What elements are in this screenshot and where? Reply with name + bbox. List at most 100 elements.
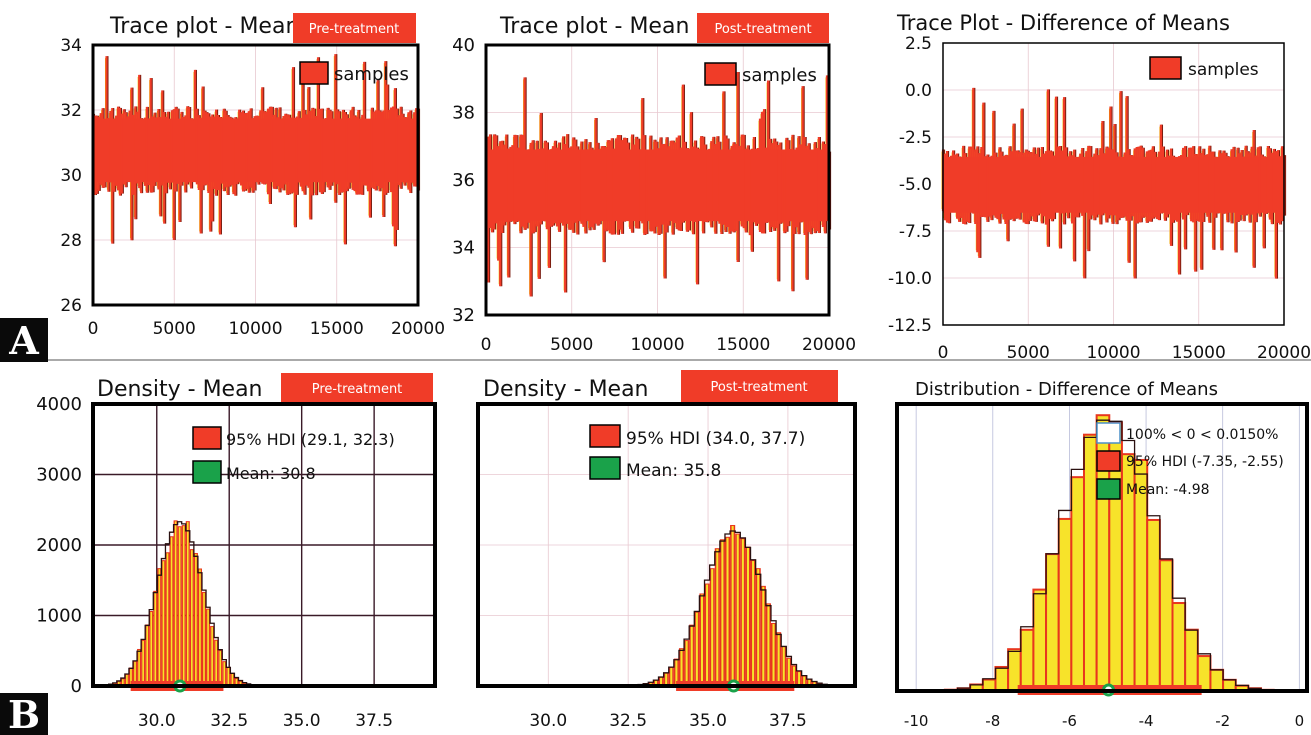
- trace-post-chart: Trace plot - Mean Post-treatment 0 5000 10…: [452, 13, 856, 355]
- density_pre-y-tick: 3000: [36, 465, 82, 486]
- dist_diff-bar: [1171, 602, 1187, 693]
- density-pre-chart: Density - Mean Pre-treatment 30.0 32.5 35.…: [36, 373, 437, 731]
- density_pre-bar-highlight: [231, 673, 234, 685]
- density-pre-legend-mean-swatch: [192, 460, 222, 484]
- trace_pre-y-tick: 30: [60, 166, 82, 186]
- density-post-tag-bg: [681, 370, 838, 402]
- dist-diff-legend-mean: Mean: -4.98: [1126, 482, 1210, 498]
- density_pre-bar-highlight: [142, 640, 144, 685]
- trace_pre-x-tick: 15000: [310, 319, 364, 339]
- dist_diff-bar: [1082, 433, 1098, 692]
- dist_diff-bar: [1184, 628, 1199, 692]
- dist_diff-bar: [1158, 559, 1174, 693]
- density_post-bar-highlight: [741, 539, 744, 685]
- trace_diff-y-tick: -10.0: [888, 269, 932, 289]
- density-post-legend-hdi: 95% HDI (34.0, 37.7): [626, 429, 805, 449]
- density_pre-bar-highlight: [195, 553, 197, 685]
- dist_diff-bar: [1070, 476, 1085, 692]
- trace_diff-y-tick: -2.5: [899, 128, 932, 148]
- trace-post-legend-swatch: [704, 62, 737, 86]
- density_post-bar-highlight: [757, 569, 760, 685]
- density_pre-y-tick: 0: [71, 676, 82, 697]
- density_pre-bar-highlight: [126, 674, 128, 685]
- density_pre-bar-highlight: [170, 537, 173, 685]
- dist-diff-legend-rope: 100% < 0 < 0.0150%: [1126, 427, 1278, 443]
- density_post-bar-highlight: [731, 525, 734, 685]
- dist_diff-x-tick: -6: [1062, 712, 1077, 730]
- trace-post-tag: Post-treatment: [714, 22, 811, 37]
- trace_diff-y-tick: -7.5: [899, 222, 932, 242]
- density_pre-bar-highlight: [191, 550, 193, 685]
- trace_pre-y-tick: 28: [60, 231, 82, 251]
- trace-pre-tag: Pre-treatment: [309, 22, 400, 37]
- density_pre-x-tick: 32.5: [210, 711, 248, 731]
- density_pre-bar-highlight: [146, 625, 149, 685]
- density-post-legend-hdi-swatch: [589, 424, 621, 448]
- panel-b-badge: [0, 693, 48, 735]
- trace_post-y-tick: 38: [452, 103, 475, 124]
- panel-b: Density - Mean Pre-treatment 30.0 32.5 35.…: [0, 370, 1309, 735]
- trace_diff-y-tick: 2.5: [905, 34, 932, 54]
- density-pre-legend: 95% HDI (29.1, 32.3) Mean: 30.8: [192, 426, 395, 484]
- panel-b-letter: B: [8, 692, 40, 735]
- trace_diff-x-tick: 0: [938, 343, 949, 363]
- density_post-bar-highlight: [711, 569, 714, 685]
- trace-pre-legend: samples: [299, 61, 409, 85]
- dist_diff-bar: [1209, 668, 1225, 692]
- density_post-bar-highlight: [813, 682, 816, 685]
- density_post-bar-highlight: [665, 673, 668, 685]
- density-post-title: Density - Mean: [483, 377, 649, 402]
- density_pre-bar-highlight: [235, 678, 238, 685]
- density_pre-bar-highlight: [182, 526, 185, 685]
- density_post-bar-highlight: [690, 625, 693, 685]
- trace-pre-title: Trace plot - Mean: [109, 14, 299, 39]
- panel-a-badge: [0, 318, 48, 362]
- dist_diff-x-tick: -8: [985, 712, 1000, 730]
- dist_diff-x-tick: -4: [1139, 712, 1154, 730]
- trace-post-title: Trace plot - Mean: [499, 14, 689, 39]
- density_post-bar-highlight: [752, 561, 755, 685]
- panel-a-letter: A: [8, 318, 39, 363]
- trace_diff-x-tick: 5000: [1007, 343, 1050, 363]
- trace_post-x-tick: 0: [481, 335, 492, 355]
- trace-pre-frame: [91, 43, 420, 307]
- density_post-x-tick: 32.5: [609, 711, 647, 731]
- density_post-bar-highlight: [792, 666, 795, 685]
- trace_pre-y-tick: 32: [60, 101, 82, 121]
- dist_diff-x-tick: -10: [904, 712, 929, 730]
- density-pre-legend-hdi: 95% HDI (29.1, 32.3): [226, 430, 395, 449]
- density-pre-title: Density - Mean: [97, 377, 263, 402]
- dist_diff-bar: [1007, 648, 1022, 692]
- dist-diff-frame: [895, 402, 1309, 693]
- dist-diff-chart: Distribution - Difference of Means -10 -8…: [895, 379, 1309, 730]
- trace-post-frame: [484, 43, 831, 317]
- density_post-bar-highlight: [736, 534, 739, 685]
- trace_diff-y-tick: -12.5: [888, 316, 932, 336]
- density-post-legend: 95% HDI (34.0, 37.7) Mean: 35.8: [589, 424, 805, 481]
- density_pre-bar-highlight: [117, 681, 120, 685]
- trace-pre-tag-bg: [293, 13, 416, 43]
- density_post-bar-highlight: [721, 540, 724, 685]
- trace_pre-x-tick: 5000: [153, 319, 196, 339]
- trace-post-tag-bg: [697, 13, 829, 43]
- density_pre-x-tick: 37.5: [355, 711, 393, 731]
- trace_pre-y-tick: 34: [60, 36, 82, 56]
- trace_post-x-tick: 10000: [630, 335, 684, 355]
- trace_pre-x-tick: 20000: [391, 319, 445, 339]
- trace-pre-legend-label: samples: [334, 64, 409, 85]
- density-post-tag: Post-treatment: [710, 380, 807, 395]
- density_post-bar-highlight: [670, 668, 673, 685]
- density_pre-bar-highlight: [215, 640, 217, 685]
- density_post-bar-highlight: [660, 677, 663, 685]
- trace-post-legend: samples: [704, 62, 817, 86]
- density_pre-bar-highlight: [174, 521, 177, 685]
- density-post-frame: [476, 402, 857, 688]
- dist_diff-bar: [1032, 588, 1048, 692]
- density_pre-bar-highlight: [166, 553, 169, 685]
- density_pre-bar-highlight: [207, 609, 209, 685]
- density_post-bar-highlight: [777, 633, 780, 685]
- dist_diff-bar: [1045, 553, 1060, 692]
- density_pre-bar-highlight: [134, 661, 136, 685]
- density_post-bar-highlight: [706, 584, 709, 685]
- density-pre-frame: [91, 402, 437, 688]
